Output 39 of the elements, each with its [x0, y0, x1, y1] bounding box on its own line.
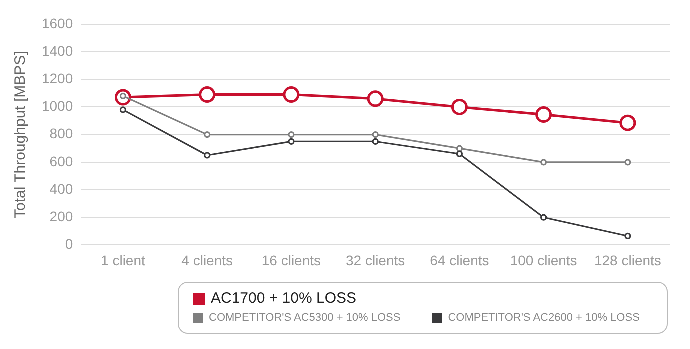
x-tick-label: 16 clients: [262, 252, 322, 268]
point: [199, 86, 216, 104]
point: [283, 86, 300, 104]
x-tick-label: 32 clients: [346, 252, 406, 268]
point: [540, 214, 548, 221]
point: [120, 106, 127, 114]
point: [624, 159, 632, 166]
legend-label: COMPETITOR'S AC2600 + 10% LOSS: [448, 312, 640, 324]
point: [367, 90, 384, 108]
point: [204, 132, 211, 138]
point: [624, 232, 632, 240]
x-tick-label: 100 clients: [510, 252, 578, 268]
x-tick-label: 128 clients: [594, 252, 662, 268]
point: [372, 132, 379, 138]
x-tick-label: 1 client: [101, 252, 146, 268]
point: [456, 145, 463, 152]
point: [536, 106, 552, 124]
y-tick-label: 1600: [42, 15, 74, 32]
y-tick-label: 0: [65, 236, 74, 252]
y-tick-label: 800: [50, 126, 74, 142]
y-tick-label: 1400: [42, 42, 74, 59]
point: [456, 150, 463, 158]
legend-label: AC1700 + 10% LOSS: [211, 290, 357, 307]
point: [204, 152, 211, 159]
y-tick-label: 400: [50, 180, 74, 197]
y-tick-label: 600: [50, 153, 74, 170]
point: [288, 138, 295, 145]
point: [451, 98, 468, 116]
legend-label: COMPETITOR'S AC5300 + 10% LOSS: [209, 312, 401, 324]
y-tick-label: 1000: [42, 98, 74, 114]
y-tick-label: 200: [50, 208, 74, 224]
point: [540, 159, 548, 166]
x-tick-label: 64 clients: [430, 252, 490, 268]
point: [372, 138, 379, 145]
y-axis-title: Total Throughput [MBPS]: [12, 51, 30, 218]
point: [620, 114, 636, 132]
x-tick-label: 4 clients: [182, 252, 234, 268]
point: [288, 132, 295, 138]
y-tick-label: 1200: [42, 70, 74, 86]
